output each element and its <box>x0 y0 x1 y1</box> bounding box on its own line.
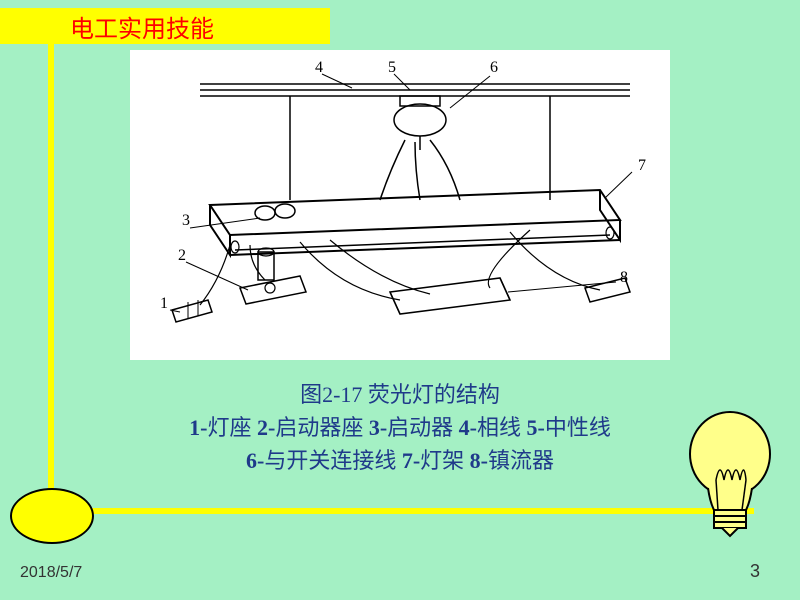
svg-text:7: 7 <box>638 157 646 174</box>
svg-text:1: 1 <box>160 295 168 312</box>
diagram-figure: 1 2 3 4 5 6 7 8 <box>130 50 670 360</box>
lightbulb-icon <box>680 410 780 540</box>
svg-text:5: 5 <box>388 59 396 76</box>
accent-ellipse <box>10 488 94 544</box>
page-title: 电工实用技能 <box>70 9 214 44</box>
svg-text:6: 6 <box>490 59 498 76</box>
svg-text:8: 8 <box>620 269 628 286</box>
footer-page-number: 3 <box>750 561 760 582</box>
svg-text:2: 2 <box>178 247 186 264</box>
footer-date: 2018/5/7 <box>20 564 82 582</box>
accent-horizontal-line <box>54 508 754 514</box>
svg-text:3: 3 <box>182 212 190 229</box>
header-bar: 电工实用技能 <box>0 8 330 44</box>
fluorescent-lamp-diagram: 1 2 3 4 5 6 7 8 <box>130 50 670 360</box>
caption-title: 图2-17 荧光灯的结构 <box>0 378 800 411</box>
svg-text:4: 4 <box>315 59 323 76</box>
